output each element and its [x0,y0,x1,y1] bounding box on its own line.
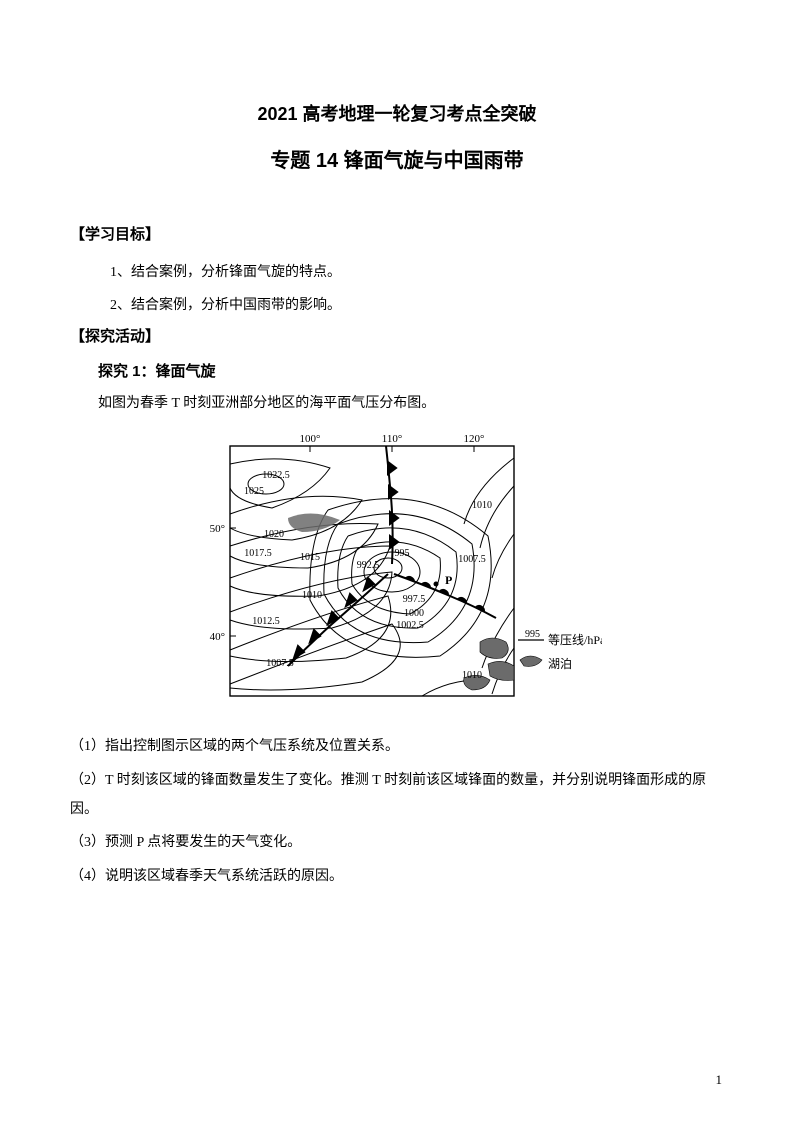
isobar-label: 1002.5 [396,620,424,631]
lon-label: 110° [382,433,403,445]
section-objectives-heading: 【学习目标】 [70,223,724,244]
legend-lake-label: 湖泊 [548,656,572,671]
isobar-label: 992.5 [357,560,380,571]
explore-heading: 探究 1：锋面气旋 [70,360,724,381]
isobar-label: 1017.5 [244,548,272,559]
page-number: 1 [716,1072,723,1088]
weather-map-figure: 100° 110° 120° 50° 40° [192,428,602,718]
isobar-label: 1015 [300,552,320,563]
lon-label: 120° [464,433,485,445]
isobar-label: 1020 [264,529,284,540]
question-3: （3）预测 P 点将要发生的天气变化。 [70,828,724,857]
isobar-label: 1010 [462,670,482,681]
isobar-label: 1007.5 [458,554,486,565]
isobar-label: 1022.5 [262,470,290,481]
explore-intro: 如图为春季 T 时刻亚洲部分地区的海平面气压分布图。 [70,389,724,418]
isobar-label: 1010 [302,590,322,601]
lat-label: 40° [210,631,225,643]
question-4: （4）说明该区域春季天气系统活跃的原因。 [70,862,724,891]
question-1: （1）指出控制图示区域的两个气压系统及位置关系。 [70,732,724,761]
point-p-label: P [445,573,452,587]
page-title-2: 专题 14 锋面气旋与中国雨带 [70,144,724,173]
legend-line-value: 995 [525,629,540,640]
lat-label: 50° [210,523,225,535]
isobar-label: 995 [395,548,410,559]
objective-item: 2、结合案例，分析中国雨带的影响。 [70,291,724,320]
isobar-label: 1012.5 [252,616,280,627]
isobar-label: 997.5 [403,594,426,605]
isobar-label: 1010 [472,500,492,511]
isobar-label: 1000 [404,608,424,619]
question-2: （2）T 时刻该区域的锋面数量发生了变化。推测 T 时刻前该区域锋面的数量，并分… [70,766,724,825]
isobar-label: 1007.5 [266,658,294,669]
page-title-1: 2021 高考地理一轮复习考点全突破 [70,100,724,126]
legend-line-label: 等压线/hPa [548,633,602,647]
figure-container: 100° 110° 120° 50° 40° [70,428,724,718]
isobar-label: 1025 [244,486,264,497]
section-activity-heading: 【探究活动】 [70,325,724,346]
objective-item: 1、结合案例，分析锋面气旋的特点。 [70,258,724,287]
lon-label: 100° [300,433,321,445]
